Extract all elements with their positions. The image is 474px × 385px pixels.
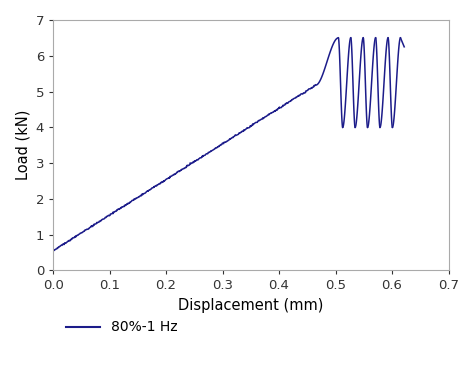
Legend: 80%-1 Hz: 80%-1 Hz (60, 315, 183, 340)
Y-axis label: Load (kN): Load (kN) (15, 110, 30, 181)
X-axis label: Displacement (mm): Displacement (mm) (178, 298, 323, 313)
